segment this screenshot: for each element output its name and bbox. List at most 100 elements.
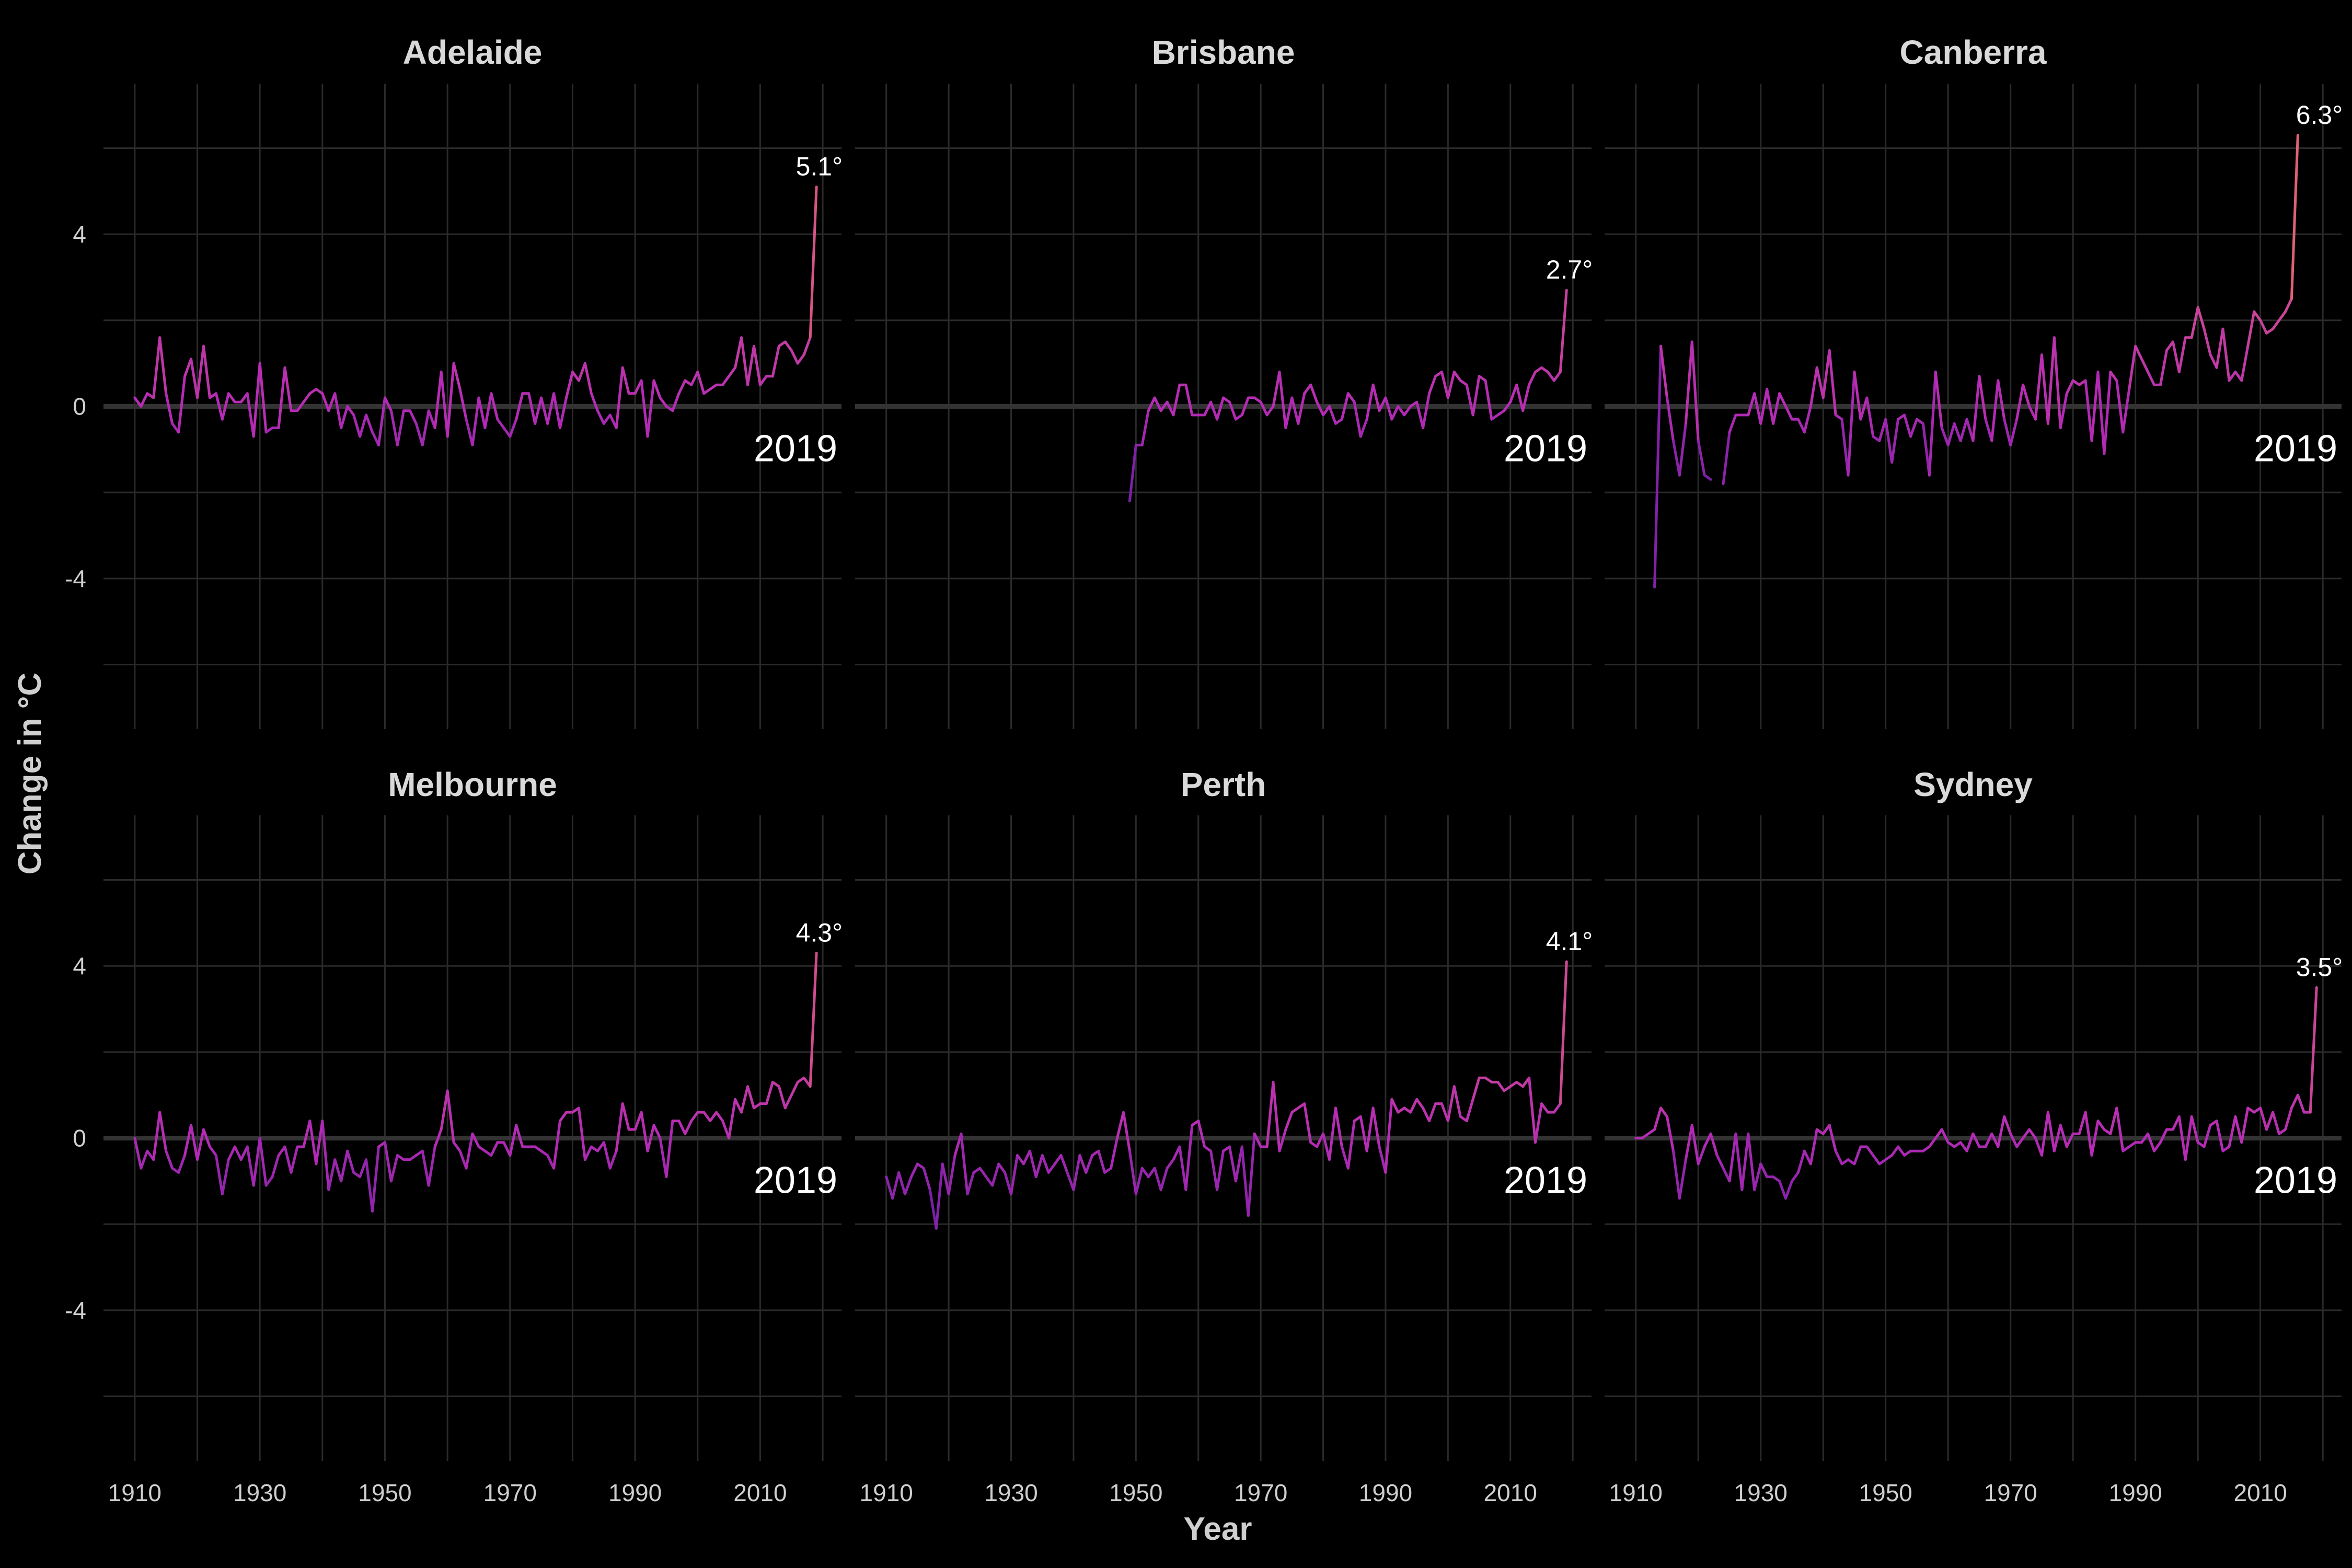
series-segment (315, 1120, 324, 1166)
series-segment (1853, 1145, 1862, 1166)
series-segment (777, 1085, 787, 1110)
series-segment (677, 379, 687, 395)
series-segment (728, 366, 737, 378)
series-segment (1796, 418, 1806, 434)
series-segment (1259, 400, 1269, 417)
series-segment (1528, 1076, 1537, 1144)
series-segment (1166, 400, 1175, 417)
series-segment (1384, 396, 1393, 421)
peak-value-label: 2.7° (1546, 255, 1593, 284)
end-year-label: 2019 (2254, 428, 2337, 470)
series-segment (471, 1132, 480, 1148)
series-segment (1028, 1149, 1037, 1179)
series-segment (2159, 1128, 2168, 1144)
panel-adelaide: Adelaide 2019 5.1° -4 0 4 (65, 33, 843, 729)
series-segment (465, 1132, 474, 1170)
series-segment (1865, 396, 1875, 438)
series-segment (690, 371, 699, 386)
series-segment (1659, 344, 1668, 399)
series-segment (897, 1171, 907, 1196)
series-segment (2090, 371, 2100, 442)
series-segment (1359, 418, 1368, 438)
series-segment (1085, 1154, 1094, 1174)
series-segment (389, 409, 399, 447)
series-segment (684, 1120, 693, 1135)
x-tick-label: 1930 (984, 1479, 1037, 1506)
series-segment (365, 413, 374, 434)
series-segment (1378, 396, 1387, 412)
series-segment (2140, 1132, 2150, 1144)
series-segment (2215, 1120, 2224, 1152)
series-segment (2284, 1106, 2293, 1131)
series-segment (1409, 1098, 1419, 1114)
series-segment (490, 392, 499, 421)
series-segment (1678, 1158, 1687, 1200)
series-segment (1016, 1154, 1025, 1166)
series-segment (502, 426, 512, 438)
series-segment (133, 1137, 143, 1170)
series-segment (359, 413, 368, 438)
series-segment (1753, 392, 1762, 425)
series-segment (471, 396, 480, 447)
series-segment (190, 1124, 199, 1161)
series-segment (1772, 392, 1781, 425)
series-segment (1147, 396, 1156, 412)
series-segment (208, 1145, 217, 1157)
series-segment (659, 396, 668, 408)
series-segment (1010, 1154, 1019, 1196)
series-segment (227, 392, 236, 403)
series-segment (1066, 1171, 1075, 1191)
series-segment (2272, 319, 2281, 330)
series-segment (1365, 383, 1375, 421)
series-segment (2128, 344, 2137, 391)
series-segment (1346, 392, 1356, 403)
series-segment (502, 1141, 512, 1157)
series-segment (252, 1137, 261, 1187)
series-segment (1778, 1180, 1788, 1200)
series-segment (1278, 371, 1287, 430)
series-segment (1821, 1124, 1831, 1135)
series-segment (802, 336, 812, 356)
series-segment (277, 1145, 286, 1157)
series-segment (646, 1124, 655, 1152)
series-segment (321, 1120, 330, 1191)
series-segment (2103, 371, 2112, 455)
series-line-melbourne (133, 951, 818, 1213)
series-segment (721, 1120, 731, 1139)
series-segment (809, 186, 818, 339)
series-segment (1322, 1132, 1331, 1161)
series-segment (1452, 1085, 1462, 1118)
series-segment (1322, 405, 1331, 417)
series-segment (2259, 1106, 2268, 1131)
series-segment (340, 405, 349, 430)
series-segment (1316, 1132, 1325, 1148)
series-segment (690, 1111, 699, 1123)
series-segment (2090, 1120, 2100, 1157)
x-tick-label: 1950 (1859, 1479, 1912, 1506)
series-segment (1116, 1111, 1125, 1139)
series-segment (1022, 1149, 1031, 1166)
series-segment (1403, 405, 1412, 417)
series-line-canberra (1653, 134, 2299, 589)
series-segment (264, 1175, 274, 1187)
series-segment (1897, 1145, 1906, 1157)
series-segment (1290, 396, 1300, 425)
series-segment (1209, 1149, 1219, 1191)
series-segment (433, 371, 443, 430)
series-segment (1503, 400, 1512, 412)
series-segment (2265, 1111, 2275, 1131)
series-segment (1903, 413, 1912, 438)
series-segment (640, 379, 649, 438)
series-segment (1828, 1124, 1837, 1152)
series-segment (1990, 379, 2000, 442)
series-segment (1140, 409, 1150, 447)
series-segment (1284, 396, 1294, 430)
series-segment (195, 1128, 205, 1161)
series-segment (1110, 1137, 1119, 1170)
panel-canberra: Canberra 2019 6.3° (1605, 33, 2343, 729)
series-segment (1552, 1102, 1562, 1114)
series-segment (564, 371, 574, 399)
series-segment (1240, 396, 1250, 417)
series-segment (1465, 383, 1474, 417)
series-segment (1128, 1149, 1137, 1196)
